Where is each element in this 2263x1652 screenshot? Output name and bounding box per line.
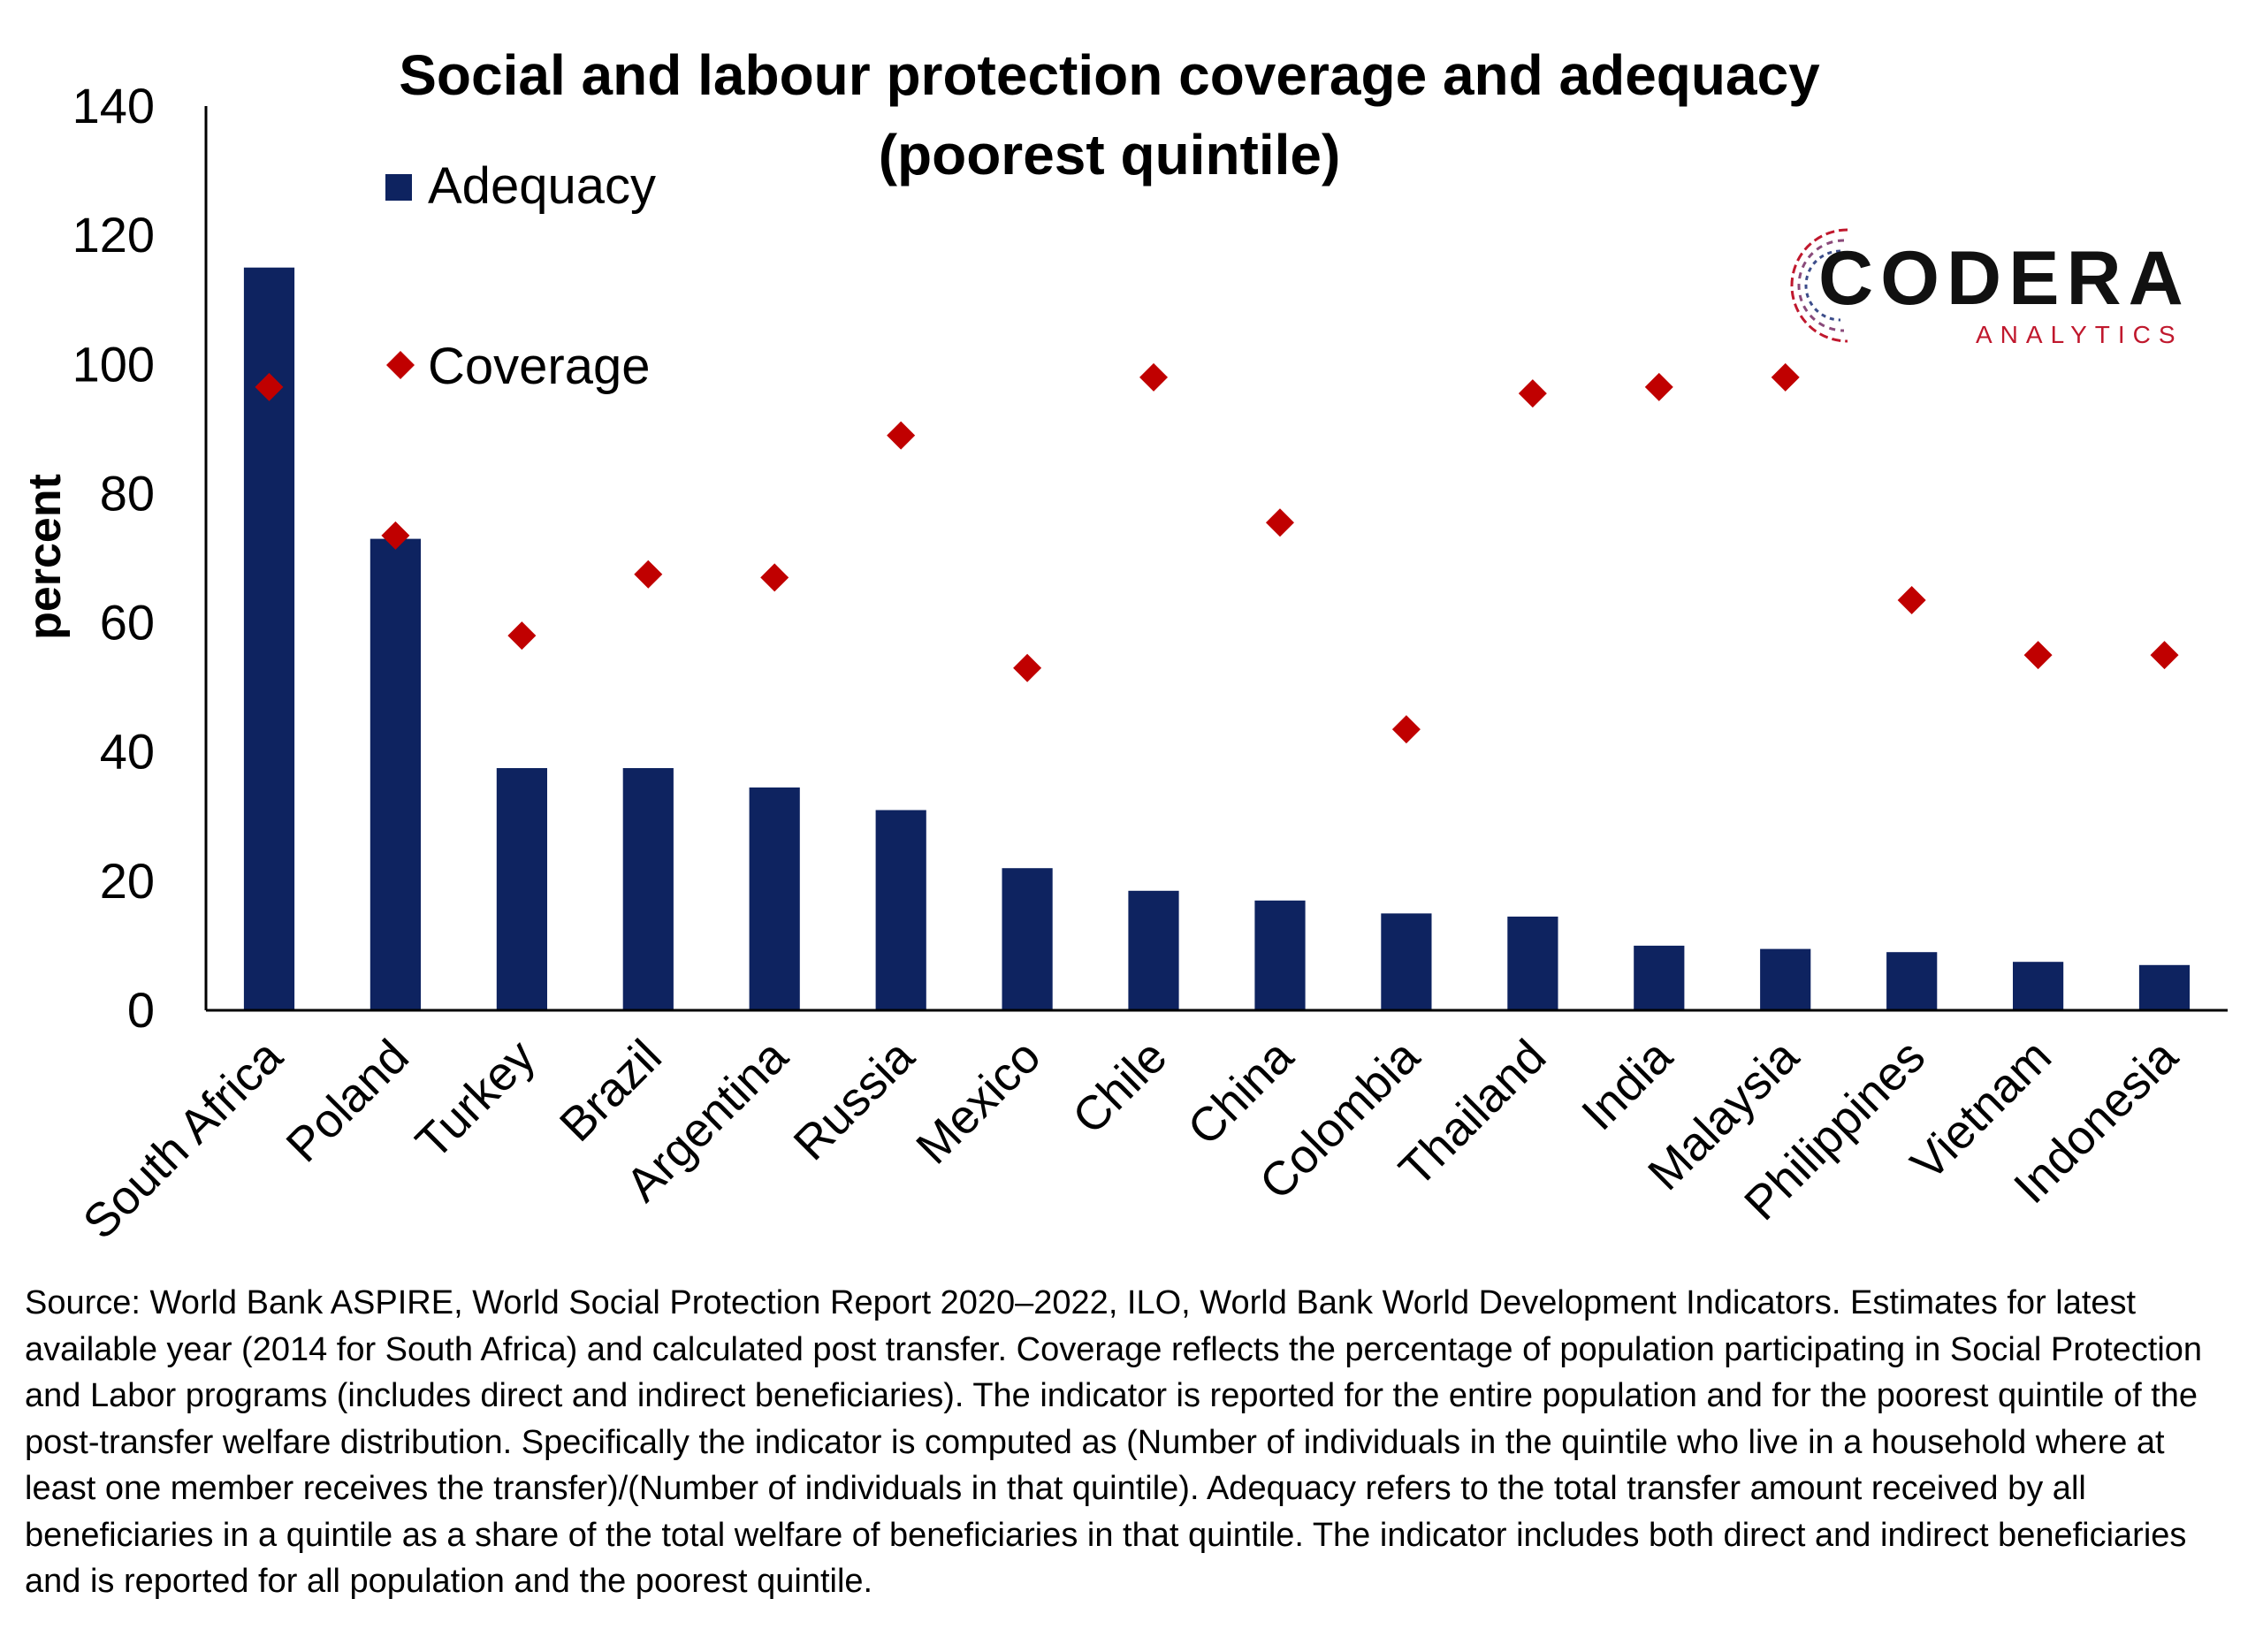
point-coverage: [2150, 641, 2179, 670]
point-coverage: [1139, 362, 1169, 392]
y-tick-label: 140: [72, 78, 155, 133]
y-tick-label: 20: [100, 853, 155, 909]
legend: Adequacy Coverage: [385, 157, 656, 395]
x-tick-label: South Africa: [73, 1029, 293, 1249]
point-coverage: [1265, 508, 1294, 537]
legend-coverage-label: Coverage: [428, 338, 650, 395]
codera-logo: CODERA ANALYTICS: [1777, 219, 2201, 361]
x-tick-label: Turkey: [406, 1030, 545, 1169]
bar-adequacy: [2138, 964, 2191, 1010]
bar-adequacy: [1760, 948, 1811, 1010]
bar-adequacy: [1886, 952, 1938, 1010]
y-axis-label: percent: [19, 474, 71, 640]
point-coverage: [760, 563, 789, 592]
bar-adequacy: [749, 787, 800, 1010]
y-tick-label: 100: [72, 336, 155, 392]
legend-adequacy-swatch: [385, 174, 412, 201]
point-coverage: [507, 621, 537, 651]
x-tick-label: Russia: [784, 1029, 926, 1170]
y-tick-label: 60: [100, 595, 155, 651]
bar-adequacy: [1634, 945, 1685, 1010]
bar-adequacy: [622, 768, 674, 1010]
y-tick-label: 40: [100, 724, 155, 780]
y-tick-label: 120: [72, 207, 155, 263]
bar-adequacy: [1381, 913, 1432, 1010]
chart-title: Social and labour protection coverage an…: [399, 43, 1820, 187]
bar-adequacy: [496, 768, 547, 1010]
point-coverage: [1771, 362, 1800, 392]
y-tick-label: 80: [100, 465, 155, 521]
point-coverage: [255, 372, 284, 401]
point-coverage: [1013, 653, 1042, 682]
logo-tagline: ANALYTICS: [1976, 321, 2183, 348]
bar-adequacy: [1254, 900, 1306, 1010]
point-coverage: [2023, 641, 2053, 670]
point-coverage: [1897, 585, 1926, 614]
logo-ring-icon: [1790, 228, 1848, 343]
x-tick-label: Poland: [277, 1030, 419, 1172]
point-coverage: [887, 421, 916, 450]
point-coverage: [1644, 372, 1673, 401]
y-tick-label: 0: [127, 982, 155, 1038]
logo-wordmark: CODERA: [1818, 236, 2191, 321]
x-tick-label: Brazil: [550, 1030, 672, 1152]
x-tick-label: India: [1572, 1029, 1683, 1140]
bar-adequacy: [1002, 868, 1053, 1010]
legend-adequacy-label: Adequacy: [428, 157, 656, 215]
x-tick-label: Mexico: [906, 1030, 1050, 1174]
legend-coverage-marker: [386, 351, 415, 379]
source-note: Source: World Bank ASPIRE, World Social …: [25, 1284, 2203, 1600]
point-coverage: [1391, 715, 1421, 744]
point-coverage: [634, 560, 663, 589]
point-coverage: [1518, 379, 1547, 408]
bar-adequacy: [875, 810, 926, 1010]
point-coverage: [381, 521, 410, 550]
bar-adequacy: [370, 538, 421, 1010]
x-tick-label: Chile: [1063, 1030, 1177, 1144]
bar-adequacy: [2013, 962, 2064, 1010]
bar-adequacy: [1507, 917, 1558, 1010]
bar-adequacy: [1128, 890, 1179, 1010]
chart: 0 20 40 60 80 100 120 140 South AfricaPolandTur…: [19, 78, 2228, 1249]
